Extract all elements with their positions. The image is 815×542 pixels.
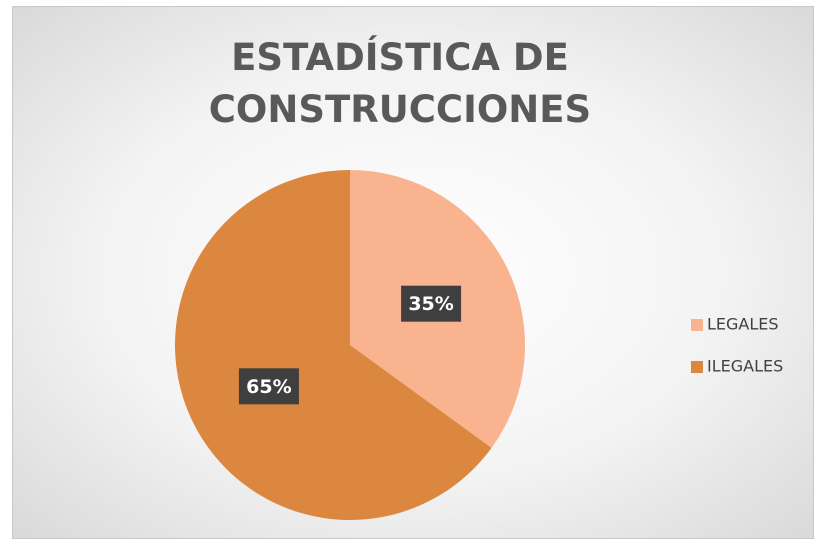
legend-swatch	[691, 361, 703, 373]
legend-label: LEGALES	[707, 315, 779, 334]
data-label-box	[238, 368, 299, 405]
legend-label: ILEGALES	[707, 357, 783, 376]
chart-title: ESTADÍSTICA DE CONSTRUCCIONES	[208, 36, 592, 131]
data-label-box	[401, 285, 462, 322]
pie-slice	[175, 170, 492, 521]
data-label: 35%	[408, 293, 453, 315]
data-label: 65%	[246, 376, 291, 398]
legend-swatch	[691, 319, 703, 331]
